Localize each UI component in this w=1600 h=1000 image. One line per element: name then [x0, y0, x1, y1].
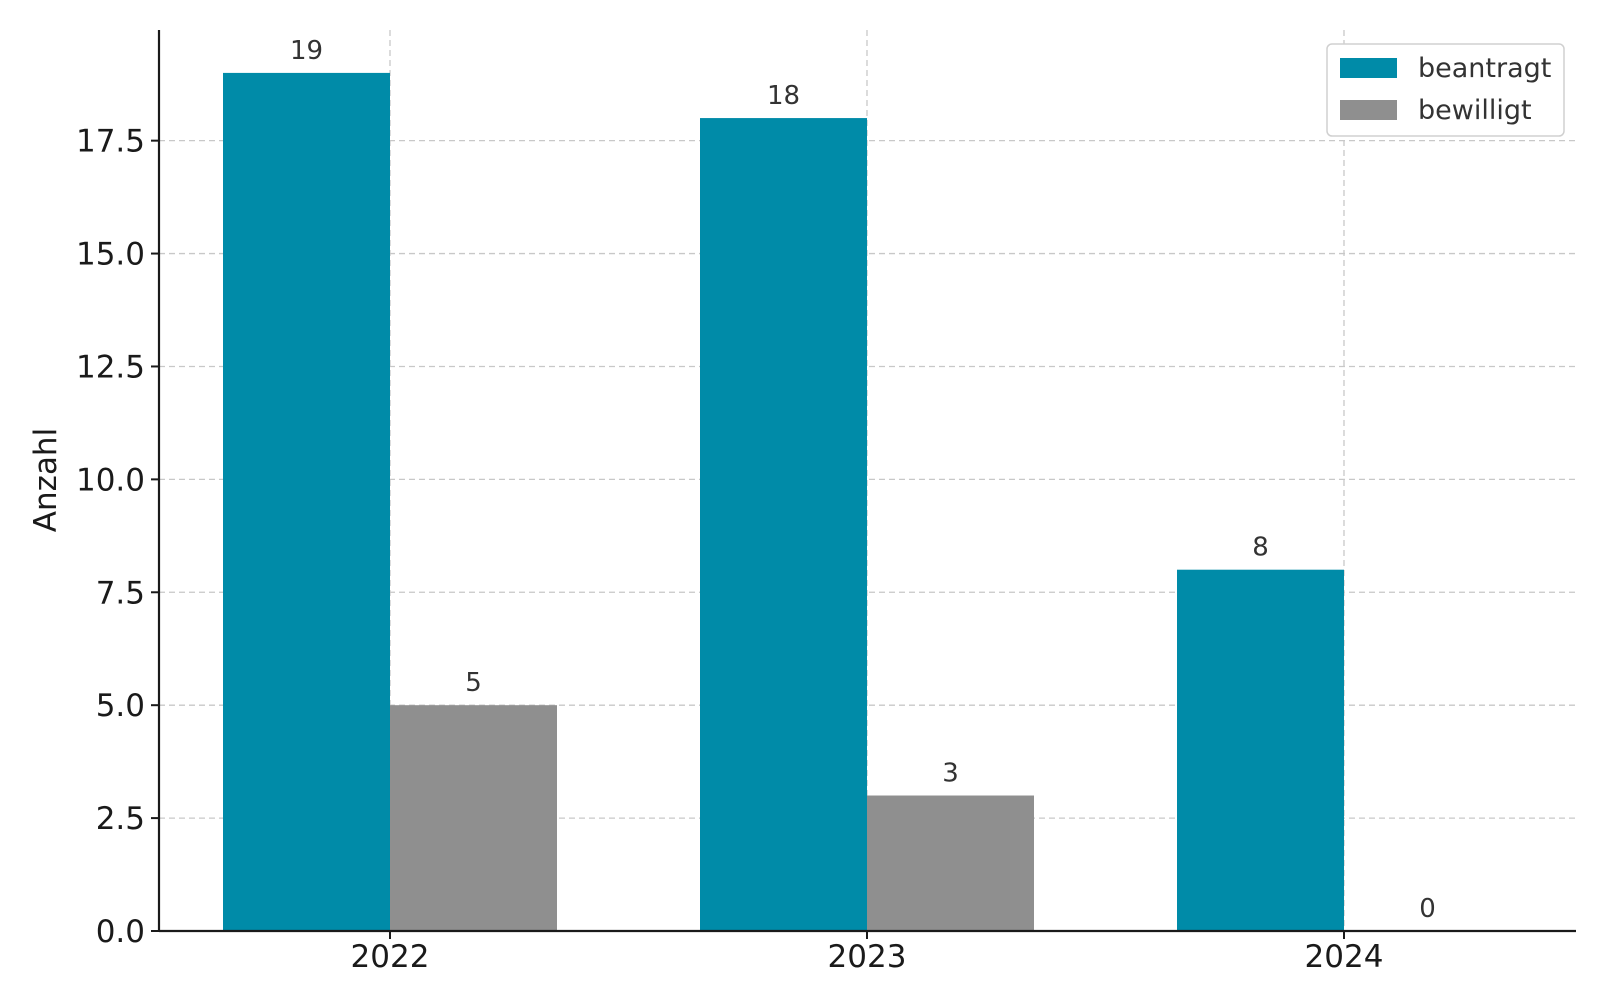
- bar-value-label-beantragt-2022: 19: [290, 36, 323, 66]
- bar-bewilligt-2023: [867, 795, 1034, 931]
- bar-value-label-beantragt-2024: 8: [1252, 533, 1269, 563]
- x-tick-label-2023: 2023: [828, 939, 907, 975]
- y-tick-label-7: 17.5: [76, 124, 145, 160]
- y-tick-label-0: 0.0: [96, 914, 145, 950]
- legend-swatch-beantragt: [1340, 58, 1397, 78]
- y-tick-label-5: 12.5: [76, 349, 145, 385]
- legend-label-beantragt: beantragt: [1418, 53, 1551, 84]
- bar-value-labels: 19 18 8 5 3 0: [290, 36, 1436, 924]
- legend: beantragt bewilligt: [1326, 43, 1565, 137]
- y-tick-label-4: 10.0: [76, 462, 145, 498]
- y-tick-label-6: 15.0: [76, 237, 145, 273]
- y-axis-label: Anzahl: [28, 428, 64, 532]
- y-tick-label-3: 7.5: [96, 575, 145, 611]
- x-tick-labels: 2022 2023 2024: [351, 931, 1384, 975]
- y-tick-label-2: 5.0: [96, 688, 145, 724]
- x-tick-label-2022: 2022: [351, 939, 430, 975]
- legend-swatch-bewilligt: [1340, 100, 1397, 120]
- bar-value-label-bewilligt-2023: 3: [942, 759, 959, 789]
- bar-beantragt-2022: [223, 72, 390, 931]
- x-tick-label-2024: 2024: [1305, 939, 1384, 975]
- bar-beantragt-2024: [1177, 569, 1344, 931]
- bar-value-label-bewilligt-2024: 0: [1419, 894, 1436, 924]
- bar-bewilligt-2022: [390, 705, 557, 931]
- y-tick-label-1: 2.5: [96, 801, 145, 837]
- bar-value-label-beantragt-2023: 18: [767, 81, 800, 111]
- y-tick-labels: 0.0 2.5 5.0 7.5 10.0 12.5 15.0 17.5: [76, 124, 159, 950]
- bar-beantragt-2023: [700, 118, 867, 931]
- bars: [223, 72, 1344, 931]
- legend-label-bewilligt: bewilligt: [1418, 95, 1532, 126]
- bar-value-label-bewilligt-2022: 5: [465, 668, 482, 698]
